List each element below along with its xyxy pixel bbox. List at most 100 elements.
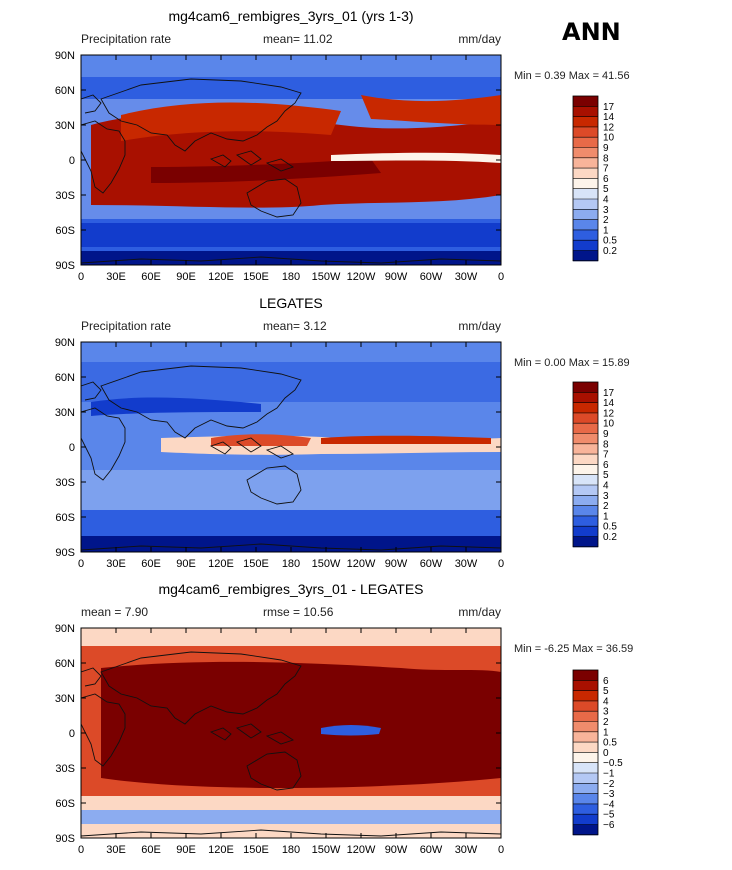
lon-tick-label: 180: [282, 844, 300, 856]
colorbar-swatch: [573, 443, 598, 455]
lon-tick-label: 30E: [106, 844, 126, 856]
colorbar-swatch: [573, 773, 598, 784]
colorbar-swatch: [573, 824, 598, 836]
lon-tick-label: 30E: [106, 271, 126, 283]
minmax-label: Min = -6.25 Max = 36.59: [514, 643, 633, 655]
colorbar-label: 6: [603, 460, 609, 471]
colorbar-swatch: [573, 721, 598, 733]
lon-tick-label: 30W: [455, 558, 478, 570]
lat-tick-label: 30S: [55, 763, 75, 775]
colorbar-label: 4: [603, 195, 609, 206]
lon-tick-label: 60W: [420, 271, 443, 283]
colorbar-label: −1: [603, 769, 615, 780]
colorbar-label: 0.2: [603, 246, 617, 257]
colorbar-swatch: [573, 147, 598, 159]
colorbar-label: 6: [603, 676, 609, 687]
lon-tick-label: 0: [78, 558, 84, 570]
colorbar-label: 6: [603, 174, 609, 185]
colorbar-swatch: [573, 240, 598, 251]
colorbar-swatch: [573, 742, 598, 753]
colorbar-label: −3: [603, 789, 615, 800]
lat-tick-label: 90S: [55, 833, 75, 845]
colorbar-label: 10: [603, 133, 615, 144]
colorbar-label: −2: [603, 779, 615, 790]
lon-tick-label: 90E: [176, 844, 196, 856]
colorbar-label: 0.5: [603, 522, 617, 533]
map-area: [81, 55, 501, 265]
lon-tick-label: 0: [78, 844, 84, 856]
colorbar-label: 12: [603, 122, 615, 133]
colorbar-label: 8: [603, 439, 609, 450]
colorbar-label: 2: [603, 501, 609, 512]
colorbar-swatch: [573, 803, 598, 815]
colorbar-swatch: [573, 495, 598, 506]
colorbar-swatch: [573, 762, 598, 774]
colorbar-label: 5: [603, 686, 609, 697]
colorbar-swatch: [573, 670, 598, 681]
panel-right-label: mm/day: [458, 32, 501, 46]
lat-tick-label: 90S: [55, 260, 75, 272]
lon-tick-label: 0: [78, 271, 84, 283]
panel-center-label: mean= 3.12: [263, 319, 327, 333]
colorbar-label: 8: [603, 153, 609, 164]
colorbar-swatch: [573, 783, 598, 794]
colorbar-label: −6: [603, 820, 615, 831]
lon-tick-label: 0: [498, 271, 504, 283]
season-label: ANN: [562, 18, 621, 46]
panel-1: mg4cam6_rembigres_3yrs_01 (yrs 1-3) Preci…: [55, 8, 630, 283]
lat-tick-label: 60S: [55, 512, 75, 524]
lon-tick-label: 120E: [208, 558, 234, 570]
colorbar-swatch: [573, 485, 598, 496]
lat-tick-label: 30S: [55, 190, 75, 202]
lon-tick-label: 0: [498, 558, 504, 570]
lat-tick-label: 60S: [55, 798, 75, 810]
colorbar-swatch: [573, 793, 598, 805]
lon-tick-label: 120W: [347, 844, 376, 856]
lat-tick-label: 0: [69, 442, 75, 454]
colorbar-label: 1: [603, 727, 609, 738]
lon-tick-label: 150E: [243, 558, 269, 570]
lon-tick-label: 90W: [385, 844, 408, 856]
colorbar-swatch: [573, 219, 598, 231]
colorbar-label: 3: [603, 205, 609, 216]
colorbar-swatch: [573, 423, 598, 434]
panel-title: mg4cam6_rembigres_3yrs_01 - LEGATES: [158, 581, 423, 597]
lon-tick-label: 60W: [420, 844, 443, 856]
colorbar-swatch: [573, 392, 598, 403]
colorbar-label: −4: [603, 799, 615, 810]
colorbar-swatch: [573, 382, 598, 393]
colorbar-swatch: [573, 168, 598, 179]
panel-right-label: mm/day: [458, 605, 501, 619]
colorbar-swatch: [573, 229, 598, 241]
colorbar-label: −0.5: [603, 758, 623, 769]
lat-tick-label: 90N: [55, 50, 75, 62]
map-area: [81, 628, 501, 838]
colorbar-label: 4: [603, 481, 609, 492]
colorbar-swatch: [573, 250, 598, 262]
lon-tick-label: 120W: [347, 558, 376, 570]
colorbar-label: 4: [603, 696, 609, 707]
colorbar-swatch: [573, 731, 598, 743]
colorbar-swatch: [573, 106, 598, 117]
lon-tick-label: 60E: [141, 271, 161, 283]
colorbar-swatch: [573, 464, 598, 476]
panel-2: LEGATES Precipitation rate mean= 3.12 mm/da…: [55, 295, 630, 570]
lat-tick-label: 60S: [55, 225, 75, 237]
colorbar-swatch: [573, 199, 598, 210]
colorbar-label: 5: [603, 184, 609, 195]
panel-center-label: mean= 11.02: [263, 32, 333, 46]
lon-tick-label: 0: [498, 844, 504, 856]
colorbar-label: 12: [603, 408, 615, 419]
lon-tick-label: 30W: [455, 844, 478, 856]
colorbar-swatch: [573, 700, 598, 712]
colorbar-label: 10: [603, 419, 615, 430]
lat-tick-label: 30N: [55, 120, 75, 132]
colorbar-swatch: [573, 711, 598, 722]
colorbar-label: 3: [603, 707, 609, 718]
colorbar-label: 2: [603, 717, 609, 728]
colorbar-swatch: [573, 412, 598, 424]
colorbar-swatch: [573, 814, 598, 825]
lat-tick-label: 60N: [55, 658, 75, 670]
colorbar-label: 17: [603, 102, 615, 113]
